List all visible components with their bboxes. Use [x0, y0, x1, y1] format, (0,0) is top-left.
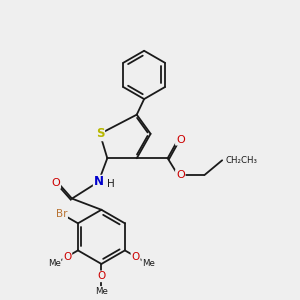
Text: O: O [131, 252, 140, 262]
Text: O: O [51, 178, 60, 188]
Text: O: O [97, 271, 106, 281]
Text: CH₂CH₃: CH₂CH₃ [226, 156, 258, 165]
Text: O: O [63, 252, 71, 262]
Text: S: S [96, 127, 104, 140]
Text: N: N [94, 175, 103, 188]
Text: Me: Me [142, 260, 155, 268]
Text: Me: Me [95, 286, 108, 296]
Text: H: H [107, 179, 115, 189]
Text: Me: Me [48, 260, 61, 268]
Text: Br: Br [56, 209, 67, 219]
Text: O: O [176, 135, 185, 145]
Text: O: O [176, 170, 185, 180]
